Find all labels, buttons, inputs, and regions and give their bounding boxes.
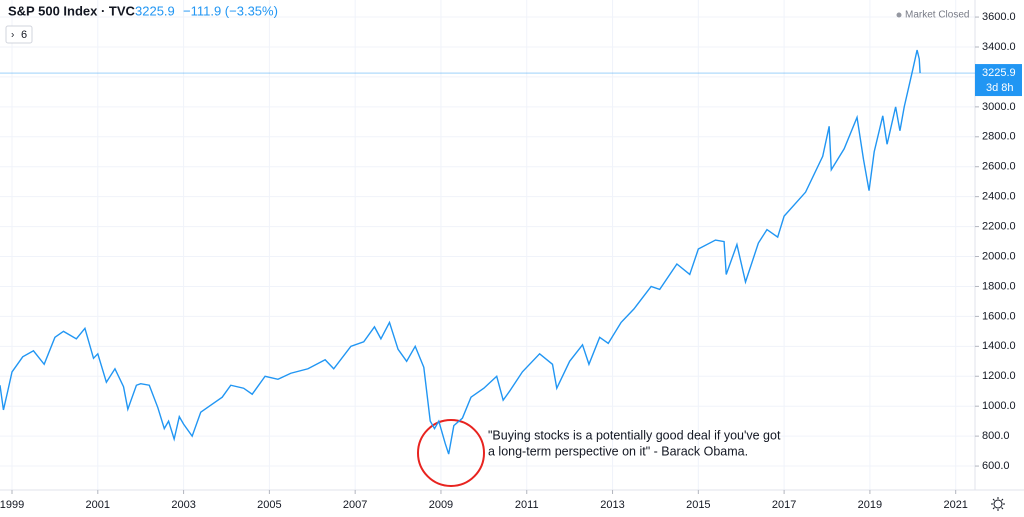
y-tick-label: 1600.0 [982,310,1016,322]
x-tick-label: 2021 [943,499,967,511]
y-tick-label: 1400.0 [982,340,1016,352]
y-tick-label: 600.0 [982,460,1010,472]
y-tick-label: 2400.0 [982,191,1016,203]
chart-title: S&P 500 Index · TVC [8,3,136,18]
x-tick-label: 2003 [171,499,195,511]
settings-icon[interactable] [991,497,1005,511]
market-status: Market Closed [905,10,969,21]
x-tick-label: 1999 [0,499,24,511]
y-tick-label: 3000.0 [982,101,1016,113]
y-tick-label: 1200.0 [982,370,1016,382]
x-tick-label: 2013 [600,499,624,511]
y-tick-label: 1000.0 [982,400,1016,412]
y-tick-label: 800.0 [982,430,1010,442]
header-change: −111.9 (−3.35%) [183,3,278,18]
collapse-arrow: › [11,30,14,41]
x-tick-label: 2005 [257,499,281,511]
header-price: 3225.9 [135,3,175,18]
y-tick-label: 3600.0 [982,11,1016,23]
x-tick-label: 2011 [515,499,539,511]
collapse-button[interactable] [5,25,33,44]
y-tick-label: 2000.0 [982,250,1016,262]
countdown-label: 3d 8h [986,82,1014,94]
status-dot [896,12,902,18]
x-tick-label: 2015 [686,499,710,511]
price-line [0,49,921,455]
x-tick-label: 2017 [772,499,796,511]
y-tick-label: 2200.0 [982,220,1016,232]
x-tick-label: 2009 [429,499,453,511]
annotation-line: "Buying stocks is a potentially good dea… [488,428,781,442]
x-tick-label: 2019 [858,499,882,511]
x-tick-label: 2007 [343,499,367,511]
highlight-circle [417,419,485,487]
collapse-count[interactable]: 6 [21,29,27,41]
last-price-badge [975,64,1022,97]
grid [0,0,975,490]
y-tick-label: 2800.0 [982,131,1016,143]
y-tick-label: 1800.0 [982,280,1016,292]
y-tick-label: 2600.0 [982,161,1016,173]
x-tick-label: 2001 [86,499,110,511]
y-tick-label: 3400.0 [982,41,1016,53]
last-price-label: 3225.9 [982,67,1016,79]
annotation-line: a long-term perspective on it" - Barack … [488,444,748,458]
